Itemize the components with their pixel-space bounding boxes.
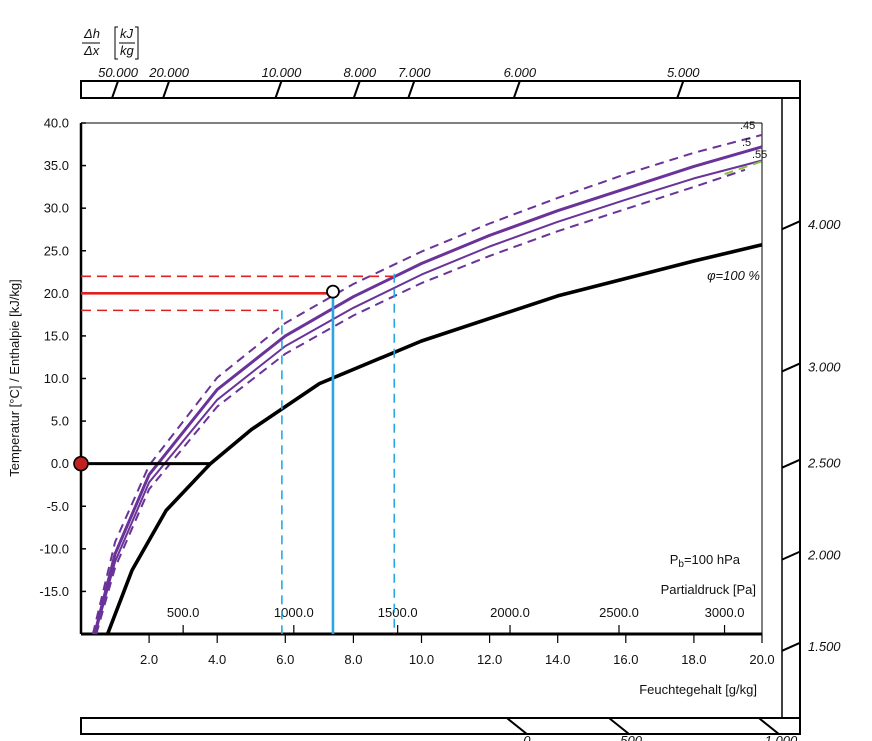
series-line-ratio: [91, 133, 763, 635]
y-tick-label: 35.0: [44, 158, 69, 173]
top-ratio-tick-label: 5.000: [667, 65, 700, 80]
partial-pressure-tick-label: 1000.0: [274, 605, 314, 620]
partial-pressure-tick-label: 2000.0: [490, 605, 530, 620]
series-line-ratio: [93, 145, 763, 635]
top-ratio-tick-mark: [162, 80, 171, 99]
x-axis-label: Feuchtegehalt [g/kg]: [639, 682, 757, 697]
x-tick-label: 16.0: [613, 652, 638, 667]
partial-pressure-tick-label: 500.0: [167, 605, 200, 620]
curve-label-5: .5: [742, 137, 751, 149]
right-ratio-tick-mark: [781, 220, 801, 231]
right-ratio-tick-label: 2.500: [807, 456, 841, 471]
y-axis-ticks: 40.0 35.0 30.0 25.0 20.0 15.0 10.0 5.0 0.0 -5.0 -1…: [39, 116, 86, 599]
right-ratio-tick-label: 2.000: [807, 548, 841, 563]
bottom-ratio-tick-label: -1.000: [760, 733, 798, 741]
operating-point-marker: [326, 284, 340, 299]
series-tail-green: [724, 160, 763, 176]
curve-label-55: .55: [752, 149, 767, 161]
x-tick-label: 12.0: [477, 652, 502, 667]
right-ratio-tick-mark: [781, 641, 801, 652]
enthalpy-ratio-header: Δh Δx kJ kg: [82, 26, 139, 60]
top-ratio-tick-mark: [111, 80, 119, 99]
right-ratio-tick-label: 4.000: [808, 217, 841, 232]
top-ratio-tick-label: 20.000: [148, 65, 190, 80]
y-tick-label: -15.0: [39, 584, 69, 599]
top-scale-band: [80, 80, 801, 99]
top-ratio-tick-mark: [512, 80, 521, 99]
delta-x-label: Δx: [83, 43, 100, 58]
saturation-label: φ=100 %: [707, 268, 760, 283]
unit-kj-label: kJ: [120, 26, 134, 41]
top-ratio-tick-mark: [407, 80, 416, 99]
pressure-note-subscript: b: [678, 559, 684, 570]
x-tick-label: 6.0: [276, 652, 294, 667]
y-tick-label: 10.0: [44, 371, 69, 386]
x-tick-label: 20.0: [749, 652, 774, 667]
x-tick-label: 14.0: [545, 652, 570, 667]
bottom-ratio-tick-label: 0: [523, 733, 531, 741]
partial-pressure-tick-label: 1500.0: [378, 605, 418, 620]
top-ratio-tick-label: 6.000: [504, 65, 537, 80]
frame: [79, 80, 801, 735]
x-axis-ticks: 2.0 4.0 6.0 8.0 10.0 12.0 14.0 16.0 18.0 20.0: [140, 634, 775, 667]
y-tick-label: 0.0: [51, 456, 69, 471]
top-ratio-tick-label: 7.000: [398, 65, 431, 80]
top-ratio-tick-mark: [274, 80, 283, 99]
right-ratio-tick-mark: [781, 550, 801, 561]
bottom-ratio-tick-mark: [608, 717, 630, 735]
x-tick-label: 10.0: [409, 652, 434, 667]
right-ratio-tick-label: 3.000: [808, 359, 841, 374]
y-tick-label: -5.0: [47, 499, 69, 514]
pressure-note: Pb=100 hPa: [670, 552, 741, 570]
right-ratio-tick-label: 1.500: [808, 639, 841, 654]
pressure-note-suffix: =100 hPa: [684, 552, 741, 567]
bottom-scale-band: [80, 717, 801, 735]
partial-pressure-label: Partialdruck [Pa]: [661, 582, 756, 597]
top-ratio-ticks: 50.000 20.000 10.000 8.000 7.000 6.000 5.000: [98, 65, 700, 99]
right-ratio-ticks: 4.000 3.000 2.500 2.000 1.500: [781, 217, 841, 654]
top-ratio-tick-mark: [352, 80, 361, 99]
series-line-ratio: [95, 168, 746, 635]
guide-lines: [73, 273, 396, 634]
series-layer: [91, 133, 763, 635]
x-tick-label: 18.0: [681, 652, 706, 667]
bottom-ratio-tick-mark: [506, 717, 528, 735]
pressure-note-prefix: P: [670, 552, 679, 567]
unit-kg-label: kg: [120, 43, 135, 58]
top-ratio-tick-label: 10.000: [262, 65, 303, 80]
y-tick-label: 30.0: [44, 201, 69, 216]
series-line-saturation: [105, 243, 763, 635]
partial-pressure-tick-label: 2500.0: [599, 605, 639, 620]
top-ratio-tick-label: 8.000: [344, 65, 377, 80]
y-axis-label: Temperatur [°C] / Enthalpie [kJ/kg]: [7, 279, 22, 476]
y-tick-label: 40.0: [44, 116, 69, 131]
bottom-ratio-ticks: 0 -500 -1.000: [506, 717, 798, 741]
y-tick-label: -10.0: [39, 541, 69, 556]
top-ratio-tick-label: 50.000: [98, 65, 139, 80]
unit-bracket-right: [135, 26, 139, 60]
series-line-ratio: [94, 159, 763, 635]
x-tick-label: 8.0: [344, 652, 362, 667]
right-ratio-tick-mark: [781, 458, 801, 469]
delta-h-label: Δh: [83, 26, 100, 41]
y-tick-label: 5.0: [51, 414, 69, 429]
curve-label-45: .45: [740, 120, 755, 132]
bottom-ratio-tick-label: -500: [616, 733, 643, 741]
unit-bracket-left: [114, 26, 118, 60]
y-tick-label: 25.0: [44, 243, 69, 258]
y-tick-label: 15.0: [44, 328, 69, 343]
x-tick-label: 4.0: [208, 652, 226, 667]
y-tick-label: 20.0: [44, 286, 69, 301]
x-tick-label: 2.0: [140, 652, 158, 667]
partial-pressure-tick-label: 3000.0: [705, 605, 745, 620]
right-ratio-tick-mark: [781, 362, 801, 373]
bottom-ratio-tick-mark: [758, 717, 780, 735]
start-point-marker: [73, 455, 89, 472]
partial-pressure-ticks: 500.0 1000.0 1500.0 2000.0 2500.0 3000.0: [167, 605, 745, 634]
top-ratio-tick-mark: [676, 80, 685, 99]
